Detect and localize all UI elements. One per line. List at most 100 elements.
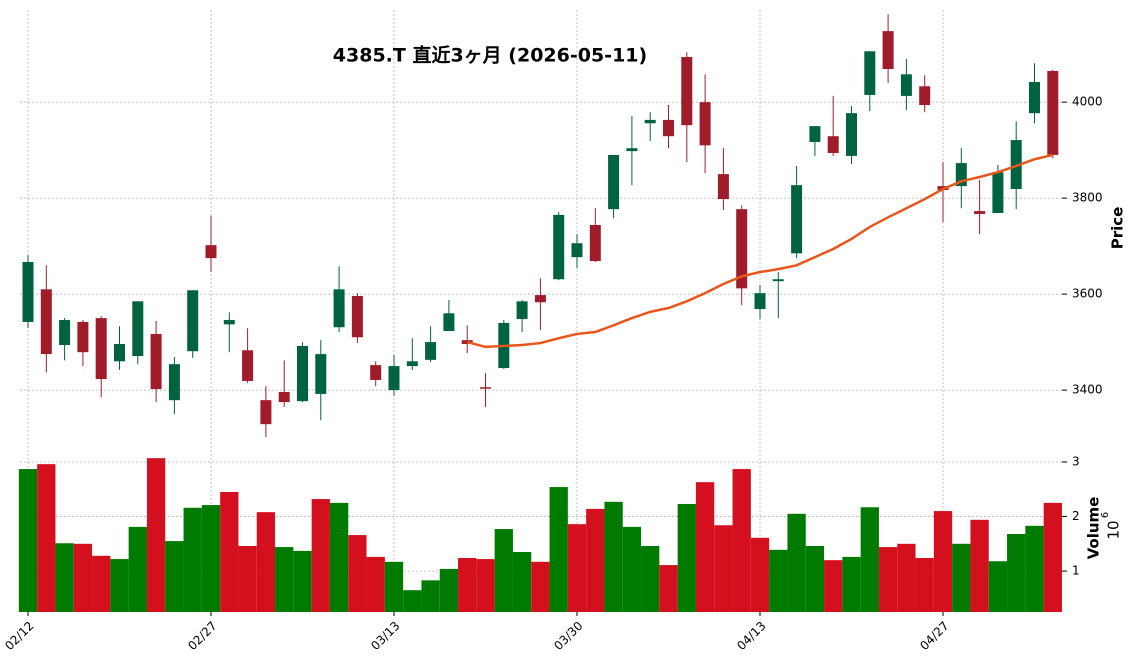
candle-body (846, 113, 857, 156)
candle-body (589, 225, 601, 261)
candle-body (260, 400, 272, 425)
volume-bar (439, 568, 459, 612)
candle-body (681, 57, 693, 126)
volume-bar (970, 519, 989, 612)
volume-bar (37, 464, 56, 612)
volume-bar (1007, 533, 1026, 612)
volume-scale-exponent: 6 (1100, 512, 1111, 518)
candle-body (388, 366, 400, 391)
y-tick-label: 1 (1072, 564, 1080, 578)
volume-bar (92, 555, 111, 612)
volume-bar (769, 549, 788, 612)
volume-bar (567, 524, 587, 612)
volume-bar (842, 556, 861, 612)
volume-scale-base: 10 (1105, 520, 1123, 539)
candle-body (663, 119, 674, 137)
volume-bar (348, 535, 367, 612)
x-tick-label: 03/13 (368, 619, 402, 653)
volume-bar (146, 458, 166, 612)
candle-body (534, 295, 546, 303)
volume-bar (421, 580, 440, 612)
volume-bar (586, 508, 605, 612)
volume-bar (641, 545, 660, 612)
candle-body (59, 320, 71, 345)
volume-bar (933, 511, 953, 612)
volume-bar (952, 543, 971, 612)
candle-body (516, 301, 528, 320)
candle-body (1010, 140, 1022, 190)
candle-body (754, 293, 766, 309)
volume-bar (732, 469, 751, 612)
candle-body (626, 148, 638, 152)
candle-body (168, 364, 180, 401)
volume-bar (860, 507, 879, 612)
candle-body (77, 321, 89, 353)
volume-bar (476, 559, 495, 612)
candle-body (955, 163, 967, 187)
volume-bar (604, 501, 623, 612)
volume-bar (988, 561, 1008, 612)
candle-body (223, 320, 235, 325)
y-tick-label: 2 (1072, 509, 1080, 523)
candle-body (919, 86, 931, 106)
volume-bar (622, 526, 642, 612)
candle-body (992, 172, 1004, 214)
candle-body (717, 174, 729, 200)
candle-body (974, 211, 986, 214)
volume-bar (256, 512, 276, 612)
candle-body (370, 365, 382, 381)
volume-bar (329, 502, 349, 612)
volume-bar (55, 543, 74, 612)
x-tick-label: 04/27 (917, 619, 951, 653)
candle-body (114, 344, 125, 362)
volume-bar (384, 561, 404, 612)
volume-bar (677, 503, 696, 612)
volume-bar (73, 543, 93, 612)
candle-body (864, 51, 876, 95)
volume-bar (897, 543, 916, 612)
candle-body (900, 74, 912, 96)
volume-bar (293, 550, 312, 612)
volume-bar (805, 545, 825, 612)
volume-axis-label: Volume (1085, 497, 1103, 560)
volume-bar (183, 507, 202, 612)
candle-body (315, 354, 327, 394)
price-axis-label: Price (1109, 207, 1127, 250)
candle-body (699, 102, 711, 146)
candle-body (571, 243, 583, 258)
volume-bar (531, 561, 550, 612)
x-tick-label: 02/27 (185, 619, 219, 653)
candle-body (150, 333, 162, 390)
volume-bar (494, 529, 513, 612)
volume-bar (311, 499, 330, 612)
x-tick-label: 04/13 (734, 619, 768, 653)
candle-body (736, 209, 748, 289)
x-tick-label: 03/30 (551, 619, 585, 653)
volume-bar (366, 556, 385, 612)
chart-title: 4385.T 直近3ヶ月 (2026-05-11) (333, 44, 647, 67)
volume-bar (659, 565, 678, 612)
candle-body (809, 126, 821, 142)
candle-body (40, 289, 52, 355)
x-tick-label: 02/12 (2, 619, 36, 653)
candle-body (425, 342, 437, 360)
volume-bar (1025, 525, 1044, 612)
volume-bar (201, 505, 221, 612)
candle-body (443, 313, 455, 332)
candle-body (242, 350, 254, 381)
volume-bar (787, 513, 806, 612)
volume-bar (458, 557, 477, 612)
candle-body (205, 245, 217, 259)
volume-bar (220, 491, 239, 612)
y-tick-label: 4000 (1072, 95, 1103, 109)
y-tick-label: 3800 (1072, 191, 1103, 205)
volume-bar (824, 560, 843, 612)
candle-body (95, 318, 107, 380)
candle-body (297, 345, 308, 402)
candle-body (406, 361, 418, 367)
candle-body (882, 31, 894, 70)
volume-bar (1043, 502, 1062, 612)
volume-bar (18, 469, 38, 612)
y-tick-label: 3400 (1072, 383, 1103, 397)
